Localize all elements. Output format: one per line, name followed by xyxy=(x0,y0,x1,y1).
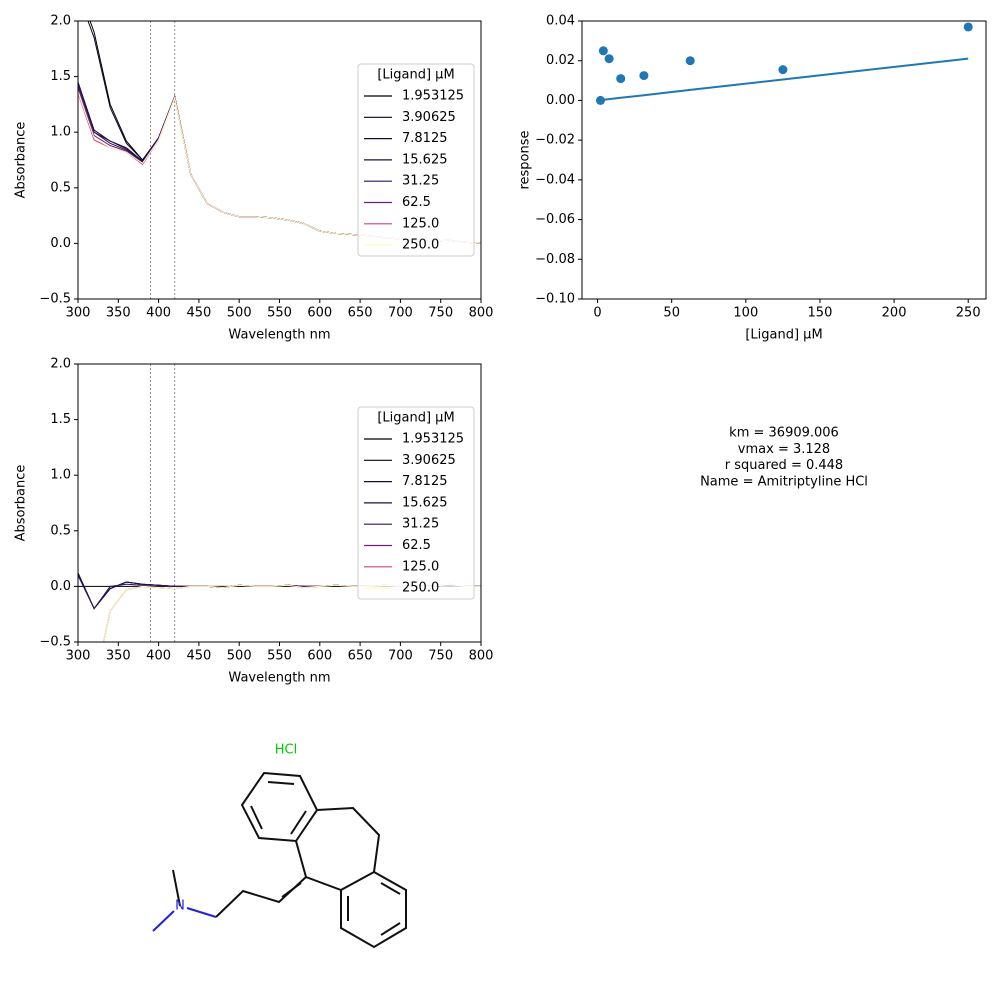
x-tick-label: 650 xyxy=(348,649,373,664)
legend-title: [Ligand] µM xyxy=(377,411,454,426)
legend-label: 7.8125 xyxy=(402,474,448,489)
annotation: r squared = 0.448 xyxy=(725,458,843,473)
point xyxy=(616,74,626,84)
y-tick-label: 0.5 xyxy=(50,523,71,538)
y-tick-label: 0.04 xyxy=(546,14,575,29)
x-tick-label: 400 xyxy=(146,649,171,664)
molecule: N HCl xyxy=(152,743,407,949)
legend-label: 125.0 xyxy=(402,216,439,231)
y-tick-label: −0.06 xyxy=(535,212,575,227)
x-tick-label: 700 xyxy=(388,306,413,321)
x-tick-label: 550 xyxy=(267,649,292,664)
y-tick-label: −0.02 xyxy=(535,133,575,148)
point xyxy=(685,56,695,66)
x-tick-label: 650 xyxy=(348,306,373,321)
x-tick-label: 600 xyxy=(307,306,332,321)
x-tick-label: 700 xyxy=(388,649,413,664)
x-tick-label: 500 xyxy=(227,649,252,664)
legend-label: 1.953125 xyxy=(402,432,464,447)
x-tick-label: 50 xyxy=(663,306,680,321)
x-tick-label: 100 xyxy=(733,306,758,321)
axes-frame xyxy=(581,20,987,300)
legend-label: 15.625 xyxy=(402,152,448,167)
bonds xyxy=(172,771,407,949)
point xyxy=(598,46,608,56)
y-tick-label: 2.0 xyxy=(50,357,71,372)
x-tick-label: 400 xyxy=(146,306,171,321)
x-tick-label: 750 xyxy=(428,306,453,321)
x-tick-label: 800 xyxy=(469,306,494,321)
n-bonds xyxy=(152,907,217,932)
legend-label: 1.953125 xyxy=(402,89,464,104)
x-tick-label: 500 xyxy=(227,306,252,321)
double-bonds xyxy=(250,781,401,936)
y-tick-label: 0.00 xyxy=(546,93,575,108)
plot-area xyxy=(595,22,973,105)
y-tick-label: −0.04 xyxy=(535,172,575,187)
x-tick-label: 750 xyxy=(428,649,453,664)
x-tick-label: 150 xyxy=(808,306,833,321)
y-tick-label: −0.5 xyxy=(39,635,71,650)
x-axis-label: Wavelength nm xyxy=(228,671,330,686)
legend-label: 125.0 xyxy=(402,559,439,574)
atom-label: N xyxy=(175,899,185,914)
legend-label: 62.5 xyxy=(402,538,431,553)
x-tick-label: 0 xyxy=(593,306,601,321)
y-tick-label: 0.02 xyxy=(546,53,575,68)
x-tick-label: 550 xyxy=(267,306,292,321)
legend-label: 3.90625 xyxy=(402,453,456,468)
legend-box xyxy=(357,63,475,257)
atom-label: HCl xyxy=(275,743,297,758)
x-tick-label: 600 xyxy=(307,649,332,664)
legend-label: 15.625 xyxy=(402,495,448,510)
point xyxy=(595,95,605,105)
legend-title: [Ligand] µM xyxy=(377,68,454,83)
point xyxy=(639,71,649,81)
y-tick-label: 2.0 xyxy=(50,14,71,29)
x-tick-label: 350 xyxy=(106,649,131,664)
legend-label: 62.5 xyxy=(402,195,431,210)
axes-frame xyxy=(77,363,482,643)
y-axis-label: response xyxy=(518,130,533,189)
x-tick-label: 350 xyxy=(106,306,131,321)
y-tick-label: 1.0 xyxy=(50,468,71,483)
axes-frame xyxy=(77,20,482,300)
x-tick-label: 300 xyxy=(66,306,91,321)
y-tick-label: 1.5 xyxy=(50,412,71,427)
fit-line xyxy=(600,57,969,102)
legend-label: 7.8125 xyxy=(402,131,448,146)
y-tick-label: 1.0 xyxy=(50,125,71,140)
x-tick-label: 300 xyxy=(66,649,91,664)
y-tick-label: −0.5 xyxy=(39,292,71,307)
y-tick-label: 1.5 xyxy=(50,69,71,84)
x-tick-label: 450 xyxy=(186,649,211,664)
annotation: vmax = 3.128 xyxy=(738,442,830,457)
point xyxy=(963,22,973,32)
annotation: km = 36909.006 xyxy=(729,426,839,441)
legend-label: 31.25 xyxy=(402,174,439,189)
legend-label: 31.25 xyxy=(402,517,439,532)
y-tick-label: −0.10 xyxy=(535,292,575,307)
y-tick-label: 0.5 xyxy=(50,180,71,195)
x-tick-label: 250 xyxy=(956,306,981,321)
x-axis-label: Wavelength nm xyxy=(228,328,330,343)
y-tick-label: −0.08 xyxy=(535,252,575,267)
legend-label: 250.0 xyxy=(402,238,439,253)
y-axis-label: Absorbance xyxy=(14,465,29,542)
point xyxy=(778,65,788,75)
legend-label: 250.0 xyxy=(402,581,439,596)
y-tick-label: 0.0 xyxy=(50,579,71,594)
y-tick-label: 0.0 xyxy=(50,236,71,251)
x-tick-label: 450 xyxy=(186,306,211,321)
x-tick-label: 200 xyxy=(882,306,907,321)
x-tick-label: 800 xyxy=(469,649,494,664)
y-axis-label: Absorbance xyxy=(14,122,29,199)
point xyxy=(604,54,614,64)
annotation: Name = Amitriptyline HCl xyxy=(700,474,868,489)
x-axis-label: [Ligand] µM xyxy=(745,328,822,343)
legend-label: 3.90625 xyxy=(402,110,456,125)
legend-box xyxy=(357,406,475,600)
